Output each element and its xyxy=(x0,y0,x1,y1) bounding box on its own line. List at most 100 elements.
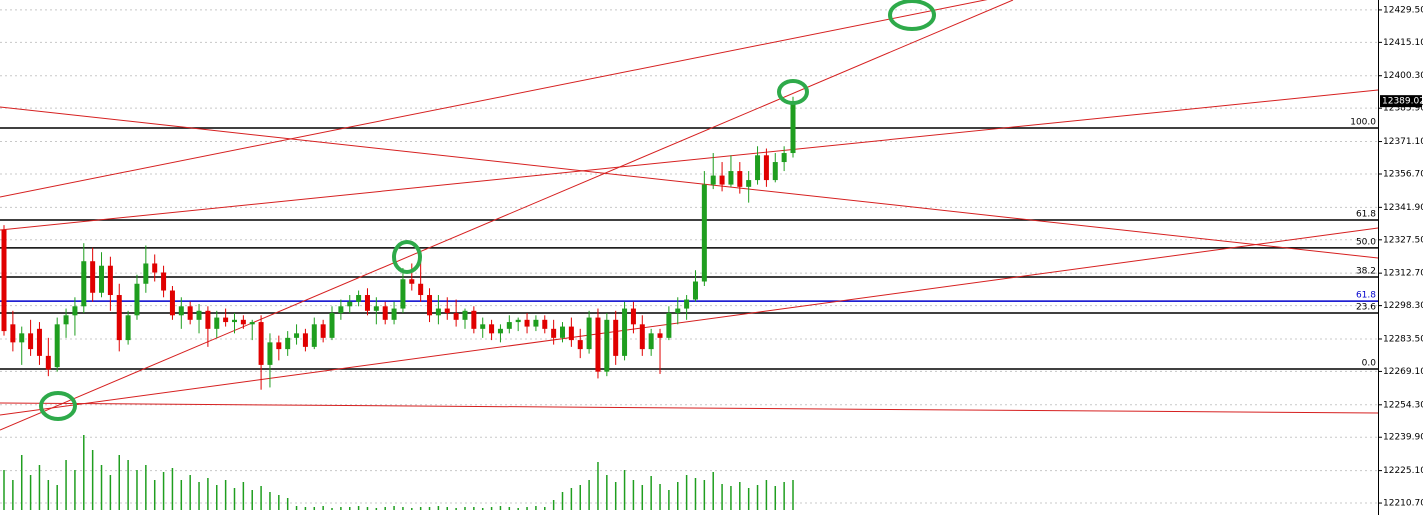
level-label: 38.2 xyxy=(1356,266,1376,276)
candle-body xyxy=(542,319,548,329)
candle-body xyxy=(294,333,300,338)
candle-body xyxy=(489,324,495,334)
y-tick-label: 12385.90 xyxy=(1383,104,1423,114)
candle-body xyxy=(1,229,7,332)
candle-body xyxy=(533,319,539,327)
candle-body xyxy=(320,324,326,338)
y-tick-label: 12415.10 xyxy=(1383,38,1423,48)
candle-body xyxy=(604,319,610,372)
last-price-label: 12389.02 xyxy=(1382,97,1423,107)
candle-body xyxy=(81,261,87,307)
level-label: 23.6 xyxy=(1356,303,1376,313)
candle-body xyxy=(648,333,654,350)
level-label: 100.0 xyxy=(1350,118,1376,128)
candle-body xyxy=(409,279,415,284)
candle-body xyxy=(719,175,725,185)
candle-body xyxy=(462,310,468,320)
y-tick-label: 12312.70 xyxy=(1383,269,1423,279)
candle-body xyxy=(613,319,619,356)
candle-body xyxy=(338,306,344,314)
candle-body xyxy=(382,306,388,320)
candle-body xyxy=(675,308,681,314)
candle-body xyxy=(418,283,424,296)
candle-body xyxy=(763,155,769,181)
trend-line xyxy=(0,106,1379,259)
candle-body xyxy=(347,301,353,307)
candle-body xyxy=(90,261,96,293)
candles xyxy=(1,96,796,390)
candle-body xyxy=(435,308,441,316)
level-label: 61.8 xyxy=(1356,209,1376,219)
candle-body xyxy=(311,324,317,347)
y-tick-label: 12283.50 xyxy=(1383,334,1423,344)
highlight-circles xyxy=(39,0,936,421)
candle-body xyxy=(630,308,636,325)
candle-body xyxy=(524,319,530,327)
candle-body xyxy=(276,342,282,350)
candle-body xyxy=(45,355,51,370)
candle-body xyxy=(152,263,158,273)
trend-line xyxy=(0,227,1379,416)
y-tick-label: 12400.30 xyxy=(1383,71,1423,81)
candle-body xyxy=(28,333,34,350)
y-tick-label: 12341.90 xyxy=(1383,203,1423,213)
candle-body xyxy=(560,326,566,338)
candle-body xyxy=(240,319,246,325)
candle-body xyxy=(444,308,450,314)
trend-line xyxy=(0,89,1379,231)
candle-body xyxy=(772,162,778,181)
candle-body xyxy=(249,322,255,325)
candle-body xyxy=(36,328,42,356)
candle-body xyxy=(223,317,229,323)
candle-body xyxy=(737,171,743,187)
candle-body xyxy=(701,184,707,282)
candle-body xyxy=(568,326,574,341)
candle-body xyxy=(214,317,220,329)
candle-body xyxy=(231,319,237,323)
candle-body xyxy=(453,313,459,320)
y-tick-label: 12298.30 xyxy=(1383,301,1423,311)
y-tick-label: 12269.10 xyxy=(1383,367,1423,377)
candle-body xyxy=(506,322,512,329)
candle-body xyxy=(471,310,477,329)
candle-body xyxy=(196,310,202,320)
candle-body xyxy=(356,295,362,302)
trend-lines xyxy=(0,0,1379,431)
y-tick-label: 12254.30 xyxy=(1383,400,1423,410)
candle-body xyxy=(302,333,308,347)
candle-body xyxy=(178,306,184,316)
candle-body xyxy=(710,175,716,185)
candle-body xyxy=(515,319,521,323)
highlight-circle xyxy=(888,0,936,31)
candle-body xyxy=(781,153,787,163)
candle-body xyxy=(99,265,105,293)
candle-body xyxy=(187,306,193,320)
candle-body xyxy=(400,279,406,309)
candle-body xyxy=(746,180,752,187)
candle-body xyxy=(161,272,167,291)
candle-body xyxy=(595,317,601,372)
candle-body xyxy=(143,263,149,284)
candle-body xyxy=(72,306,78,316)
candle-body xyxy=(134,283,140,316)
candle-body xyxy=(639,324,645,350)
candle-body xyxy=(657,333,663,338)
candle-body xyxy=(497,328,503,334)
candle-body xyxy=(205,310,211,329)
candle-body xyxy=(790,101,796,154)
level-label: 61.8 xyxy=(1356,291,1376,301)
trend-line xyxy=(0,402,1379,414)
candle-body xyxy=(373,306,379,311)
volumes xyxy=(3,435,794,510)
candle-body xyxy=(258,322,264,365)
candle-body xyxy=(116,295,122,341)
candle-body xyxy=(622,308,628,356)
price-axis-labels: 12429.50 12415.10 12400.30 12385.90 12371.10… xyxy=(1378,5,1423,509)
highlight-circle xyxy=(392,240,422,274)
candle-body xyxy=(54,324,60,368)
candle-body xyxy=(684,299,690,309)
candle-body xyxy=(728,171,734,185)
